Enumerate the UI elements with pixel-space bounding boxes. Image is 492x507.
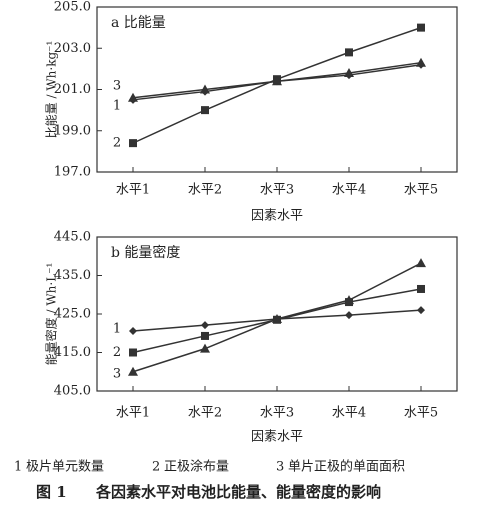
marker-square [201, 331, 209, 340]
y-tick-label: 199.0 [54, 123, 91, 138]
x-tick-label: 水平2 [188, 406, 222, 421]
x-tick-label: 水平5 [404, 183, 438, 198]
plot-title: b 能量密度 [111, 244, 180, 261]
caption-number: 图 1 [36, 483, 67, 501]
marker-square [129, 139, 137, 148]
series-label: 2 [113, 345, 121, 360]
y-tick-label: 445.0 [54, 230, 91, 245]
y-tick-label: 203.0 [54, 41, 91, 56]
y-tick-label: 435.0 [54, 268, 91, 283]
y-axis-label: 比能量 / Wh·kg⁻¹ [45, 41, 59, 139]
y-axis-label: 能量密度 / Wh·L⁻¹ [44, 263, 59, 366]
marker-triangle [200, 84, 210, 94]
y-tick-label: 197.0 [54, 165, 91, 180]
x-tick-label: 水平3 [260, 406, 294, 421]
marker-triangle [200, 343, 210, 353]
marker-triangle [272, 314, 282, 324]
legend-num-1: 1 [14, 460, 22, 475]
marker-triangle [416, 258, 426, 268]
marker-triangle [344, 295, 354, 305]
series-label: 3 [113, 366, 121, 381]
marker-diamond [129, 326, 137, 335]
x-tick-label: 水平4 [332, 406, 366, 421]
marker-triangle [128, 366, 138, 376]
marker-diamond [345, 311, 353, 320]
marker-square [417, 284, 425, 293]
marker-diamond [201, 321, 209, 330]
marker-triangle [128, 92, 138, 102]
marker-triangle [416, 57, 426, 67]
series-label: 2 [113, 136, 121, 151]
legend-num-2: 2 [152, 460, 160, 475]
y-tick-label: 201.0 [54, 82, 91, 97]
y-tick-label: 415.0 [54, 345, 91, 360]
x-tick-label: 水平1 [116, 183, 150, 198]
legend-label-2: 正极涂布量 [164, 459, 229, 475]
series-label: 1 [113, 321, 121, 336]
plot-frame [96, 6, 458, 173]
x-axis-label: 因素水平 [251, 430, 303, 445]
series-label: 1 [113, 98, 121, 113]
marker-square [345, 48, 353, 57]
series-line [132, 26, 422, 144]
y-tick-label: 205.0 [54, 0, 91, 15]
legend-label-3: 单片正极的单面面积 [288, 459, 405, 475]
x-axis-label: 因素水平 [251, 209, 303, 224]
x-tick-label: 水平1 [116, 406, 150, 421]
marker-triangle [272, 76, 282, 86]
series-label: 3 [113, 78, 121, 93]
y-tick-label: 425.0 [54, 307, 91, 322]
x-tick-label: 水平4 [332, 183, 366, 198]
y-tick-label: 405.0 [54, 384, 91, 399]
marker-square [201, 106, 209, 115]
legend-num-3: 3 [276, 460, 284, 475]
marker-square [417, 23, 425, 32]
marker-diamond [417, 306, 425, 315]
plot-title: a 比能量 [111, 15, 166, 31]
x-tick-label: 水平2 [188, 183, 222, 198]
x-tick-label: 水平5 [404, 406, 438, 421]
marker-triangle [344, 68, 354, 77]
x-tick-label: 水平3 [260, 183, 294, 198]
marker-square [129, 348, 137, 357]
legend-label-1: 极片单元数量 [26, 460, 104, 475]
caption-text: 各因素水平对电池比能量、能量密度的影响 [95, 483, 381, 501]
